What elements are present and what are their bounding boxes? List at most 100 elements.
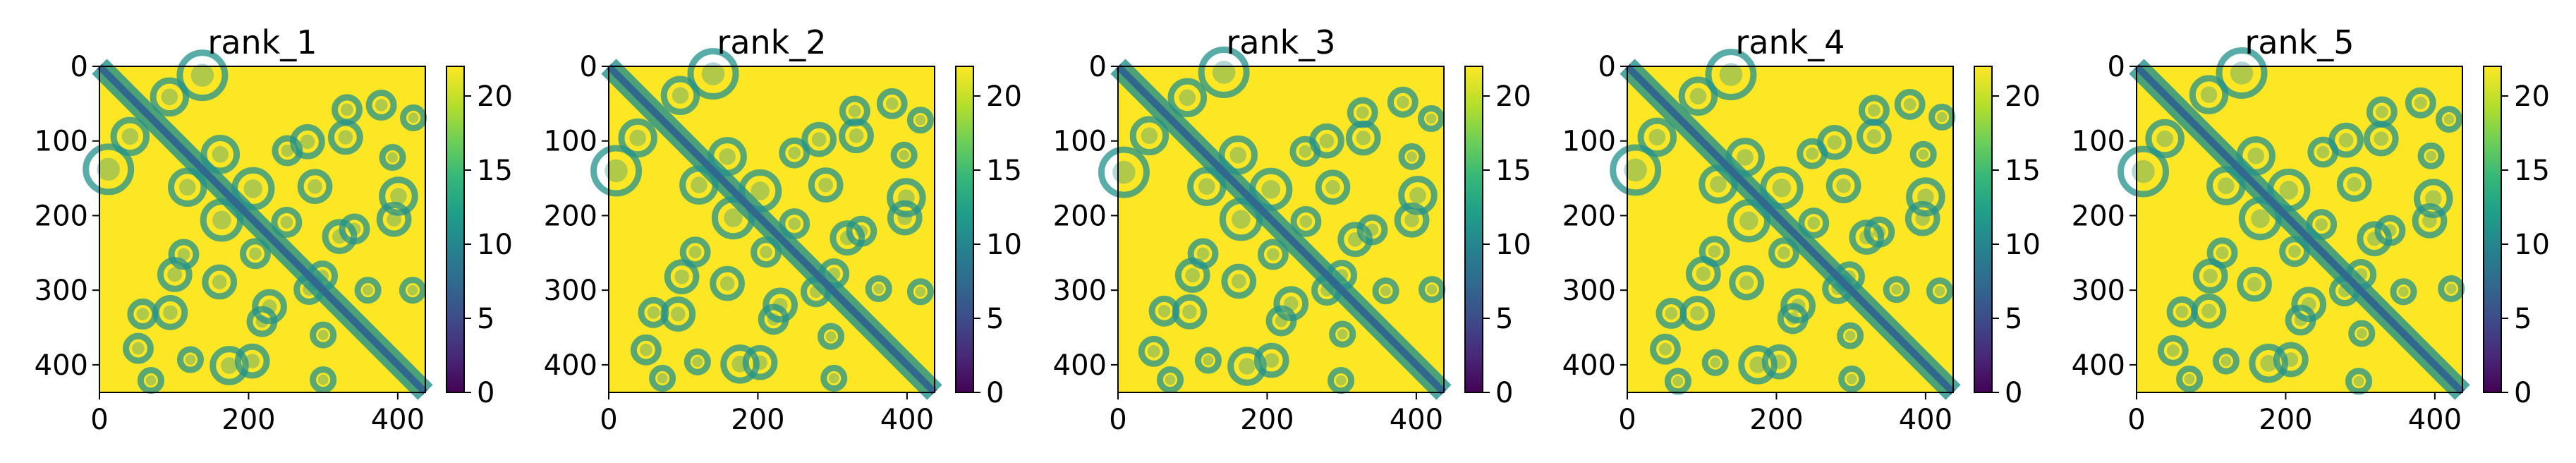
heatmap-contact-6-0 xyxy=(400,104,427,131)
heatmap-contact-9-1 xyxy=(1253,342,1289,378)
heatmap-contact-core-12-0 xyxy=(1239,358,1256,375)
heatmap-contact-19-0 xyxy=(865,275,892,303)
heatmap-contact-13-1 xyxy=(1909,140,1937,168)
heatmap-contact-7-0 xyxy=(2336,167,2372,202)
heatmap-contact-10-0 xyxy=(252,289,287,325)
heatmap-contact-19-0 xyxy=(2390,278,2417,306)
heatmap-contact-6-1 xyxy=(137,367,164,395)
colorbar xyxy=(446,66,465,393)
heatmap-contact-core-16-1 xyxy=(2338,133,2354,148)
y-tick-label: 100 xyxy=(2072,126,2125,158)
x-tick-label: 400 xyxy=(880,404,934,436)
colorbar-tick-label: 20 xyxy=(986,80,1022,113)
y-tick-label: 100 xyxy=(1562,126,1616,158)
heatmap-contact-2-1 xyxy=(618,118,657,158)
heatmap-contact-18-1 xyxy=(1699,236,1730,267)
heatmap-contact-2-0 xyxy=(1678,76,1718,116)
colorbar-tick-label: 15 xyxy=(477,155,513,187)
heatmap-contact-core-3-1 xyxy=(1198,178,1215,196)
heatmap-contact-core-16-0 xyxy=(167,267,183,282)
heatmap-contact-core-6-0 xyxy=(915,114,926,126)
colorbar xyxy=(1464,66,1483,393)
heatmap-cells xyxy=(1098,46,1452,400)
y-tick-label: 100 xyxy=(1053,126,1107,158)
heatmap-contact-core-0-1 xyxy=(1112,160,1136,184)
heatmap-contact-core-17-1 xyxy=(1299,215,1313,228)
heatmap-contact-15-1 xyxy=(839,95,870,127)
heatmap-contact-19-1 xyxy=(1329,320,1356,348)
heatmap-contact-core-13-0 xyxy=(185,354,196,365)
heatmap-contact-6-0 xyxy=(906,107,934,134)
heatmap-contact-2-1 xyxy=(1637,117,1677,157)
heatmap-contact-core-2-0 xyxy=(2200,86,2218,104)
heatmap-contact-core-0-1 xyxy=(2132,160,2155,184)
colorbar-tick-label: 15 xyxy=(986,155,1022,187)
y-tick-label: 300 xyxy=(544,275,597,307)
heatmap-contact-18-1 xyxy=(2206,237,2238,269)
heatmap-contact-core-13-0 xyxy=(1710,357,1721,368)
heatmap-contact-18-0 xyxy=(1797,138,1828,169)
heatmap-contact-core-15-1 xyxy=(848,104,861,118)
colorbar-tick-label: 5 xyxy=(986,303,1004,335)
heatmap-contact-0-0 xyxy=(687,48,739,100)
y-tick-label: 200 xyxy=(35,200,88,232)
chart-title: rank_5 xyxy=(2244,23,2354,61)
heatmap-contact-19-1 xyxy=(1837,322,1864,349)
heatmap-contact-3-0 xyxy=(200,134,241,174)
heatmap-contact-core-2-1 xyxy=(121,128,139,145)
axes-frame xyxy=(99,66,426,393)
heatmap-contact-core-13-1 xyxy=(899,150,910,161)
heatmap-contact-5-0 xyxy=(876,88,908,119)
heatmap-contact-core-15-0 xyxy=(1158,304,1171,318)
heatmap-contact-core-12-1 xyxy=(1409,187,1426,204)
heatmap-contact-10-1 xyxy=(1337,222,1373,258)
heatmap-contact-13-1 xyxy=(890,141,918,169)
heatmap-contact-core-6-1 xyxy=(2184,373,2195,385)
heatmap-contact-core-5-0 xyxy=(375,99,388,112)
heatmap-contact-17-0 xyxy=(1768,237,1799,269)
heatmap-contact-7-1 xyxy=(202,264,238,300)
heatmap-contact-core-13-1 xyxy=(1407,151,1417,162)
heatmap-contact-core-10-0 xyxy=(1790,299,1806,313)
x-tick-label: 0 xyxy=(600,404,617,436)
heatmap-contact-12-1 xyxy=(1906,177,1945,217)
heatmap-contact-10-1 xyxy=(1849,220,1885,255)
heatmap-contact-core-13-1 xyxy=(387,152,398,163)
heatmap-contact-5-1 xyxy=(1138,335,1169,367)
colorbar-tick-label: 5 xyxy=(477,303,494,335)
y-tick-label: 0 xyxy=(2108,51,2125,83)
heatmap-contact-17-0 xyxy=(751,236,782,268)
heatmap-contact-core-14-0 xyxy=(828,373,839,384)
colorbar xyxy=(955,66,974,393)
heatmap-contact-core-19-0 xyxy=(1380,285,1391,296)
heatmap-contact-2-0 xyxy=(660,76,700,115)
heatmap-contact-core-2-1 xyxy=(2156,130,2174,148)
heatmap-contact-core-6-1 xyxy=(1165,374,1176,385)
x-tick-label: 200 xyxy=(1749,404,1803,436)
heatmap-contact-2-0 xyxy=(1167,78,1208,118)
heatmap-contact-core-18-1 xyxy=(177,248,190,261)
heatmap-contact-0-0 xyxy=(1705,49,1757,101)
heatmap-contact-12-1 xyxy=(887,178,926,217)
heatmap-contact-core-12-1 xyxy=(2424,190,2442,207)
heatmap-contact-core-15-1 xyxy=(1868,104,1881,117)
heatmap-contact-5-1 xyxy=(123,332,154,364)
heatmap-diagonal xyxy=(1115,64,1447,395)
heatmap-contact-14-1 xyxy=(399,277,427,304)
heatmap-contact-core-0-1 xyxy=(97,157,120,181)
heatmap-contact-18-0 xyxy=(1289,136,1321,167)
heatmap-contact-core-15-0 xyxy=(1665,307,1678,320)
heatmap-contact-core-3-1 xyxy=(178,179,196,196)
heatmap-contact-12-0 xyxy=(1227,347,1267,386)
heatmap-contact-14-1 xyxy=(1418,276,1446,303)
heatmap-contact-core-1-1 xyxy=(2251,209,2270,228)
heatmap-contact-core-2-0 xyxy=(1179,89,1196,107)
heatmap-contact-core-16-1 xyxy=(300,134,315,150)
y-tick-label: 100 xyxy=(544,126,597,158)
heatmap-contact-13-0 xyxy=(1701,349,1729,376)
heatmap-contact-core-4-0 xyxy=(2374,131,2389,146)
colorbar-tick-label: 0 xyxy=(1495,377,1513,409)
heatmap-contact-19-1 xyxy=(818,323,845,350)
heatmap-contact-13-1 xyxy=(1398,143,1426,170)
